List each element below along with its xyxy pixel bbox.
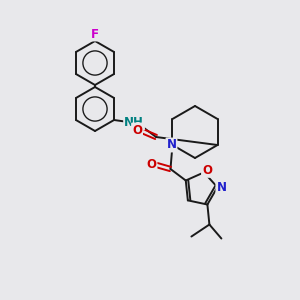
Text: O: O <box>146 158 157 170</box>
Text: O: O <box>132 124 142 136</box>
Text: O: O <box>202 164 212 177</box>
Text: N: N <box>216 181 226 194</box>
Text: NH: NH <box>124 116 144 130</box>
Text: F: F <box>91 28 99 40</box>
Text: N: N <box>167 139 176 152</box>
